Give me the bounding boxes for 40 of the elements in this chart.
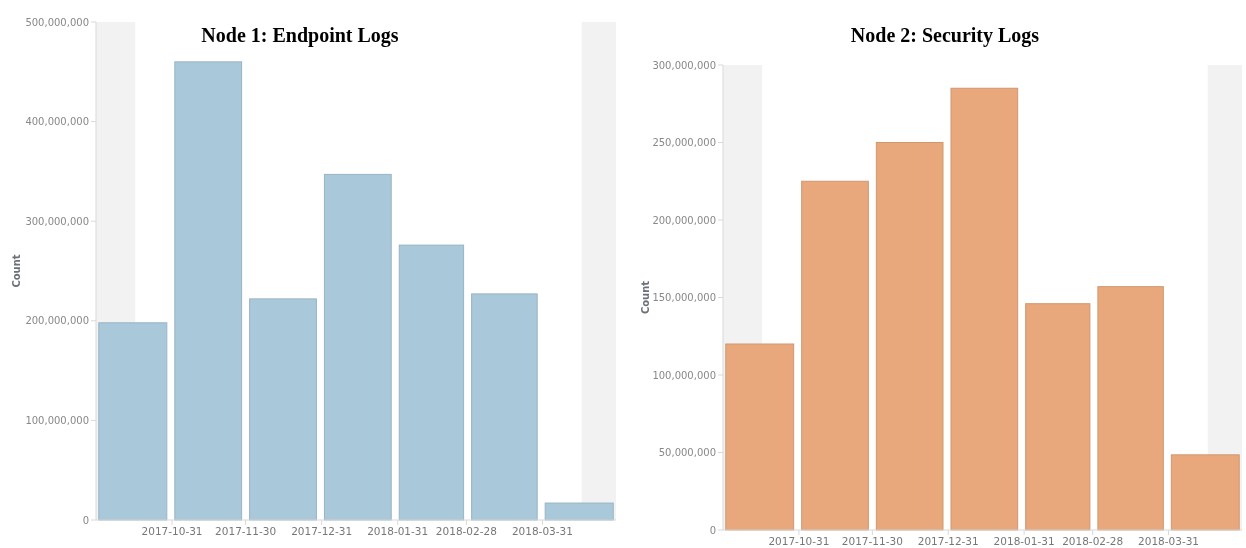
- x-tick-label: 2018-01-31: [993, 535, 1055, 547]
- x-tick-label: 2017-11-30: [841, 535, 903, 547]
- bar: [249, 298, 317, 521]
- x-tick-label: 2018-03-31: [511, 525, 573, 537]
- y-tick-label: 300,000,000: [25, 215, 89, 227]
- bar: [323, 173, 392, 521]
- y-tick-label: 150,000,000: [652, 292, 716, 303]
- y-tick-label: 0: [709, 524, 716, 536]
- x-tick-label: 2017-12-31: [291, 525, 353, 537]
- y-tick-label: 50,000,000: [658, 447, 716, 458]
- y-tick-label: 100,000,000: [652, 369, 716, 381]
- y-tick-label: 500,000,000: [25, 16, 89, 28]
- y-axis-title: Count: [640, 280, 651, 315]
- x-tick-label: 2017-12-31: [917, 535, 979, 547]
- y-tick-label: 200,000,000: [25, 315, 89, 327]
- bar: [471, 293, 538, 521]
- bar: [1170, 454, 1240, 531]
- x-tick-label: 2018-02-28: [1062, 535, 1124, 547]
- chart-title: Node 2: Security Logs: [850, 24, 1040, 47]
- y-tick-label: 100,000,000: [25, 414, 89, 426]
- chart-title: Node 1: Endpoint Logs: [201, 24, 399, 47]
- x-tick-label: 2018-02-28: [435, 525, 497, 537]
- bar: [801, 180, 869, 531]
- x-tick-label: 2017-10-31: [141, 525, 203, 537]
- y-tick-label: 400,000,000: [25, 116, 89, 128]
- bar: [950, 87, 1019, 531]
- bar: [875, 142, 944, 531]
- y-tick-label: 300,000,000: [652, 59, 716, 71]
- y-tick-label: 0: [82, 514, 89, 526]
- bar: [398, 244, 465, 521]
- y-tick-label: 200,000,000: [652, 214, 716, 226]
- bar: [544, 502, 614, 521]
- bar: [174, 61, 243, 521]
- x-tick-label: 2018-03-31: [1138, 535, 1200, 547]
- x-tick-label: 2017-11-30: [215, 525, 277, 537]
- x-tick-label: 2017-10-31: [768, 535, 830, 547]
- x-tick-label: 2018-01-31: [367, 525, 429, 537]
- y-axis-title: Count: [11, 254, 22, 288]
- bar: [1097, 286, 1164, 531]
- y-tick-label: 250,000,000: [652, 137, 716, 148]
